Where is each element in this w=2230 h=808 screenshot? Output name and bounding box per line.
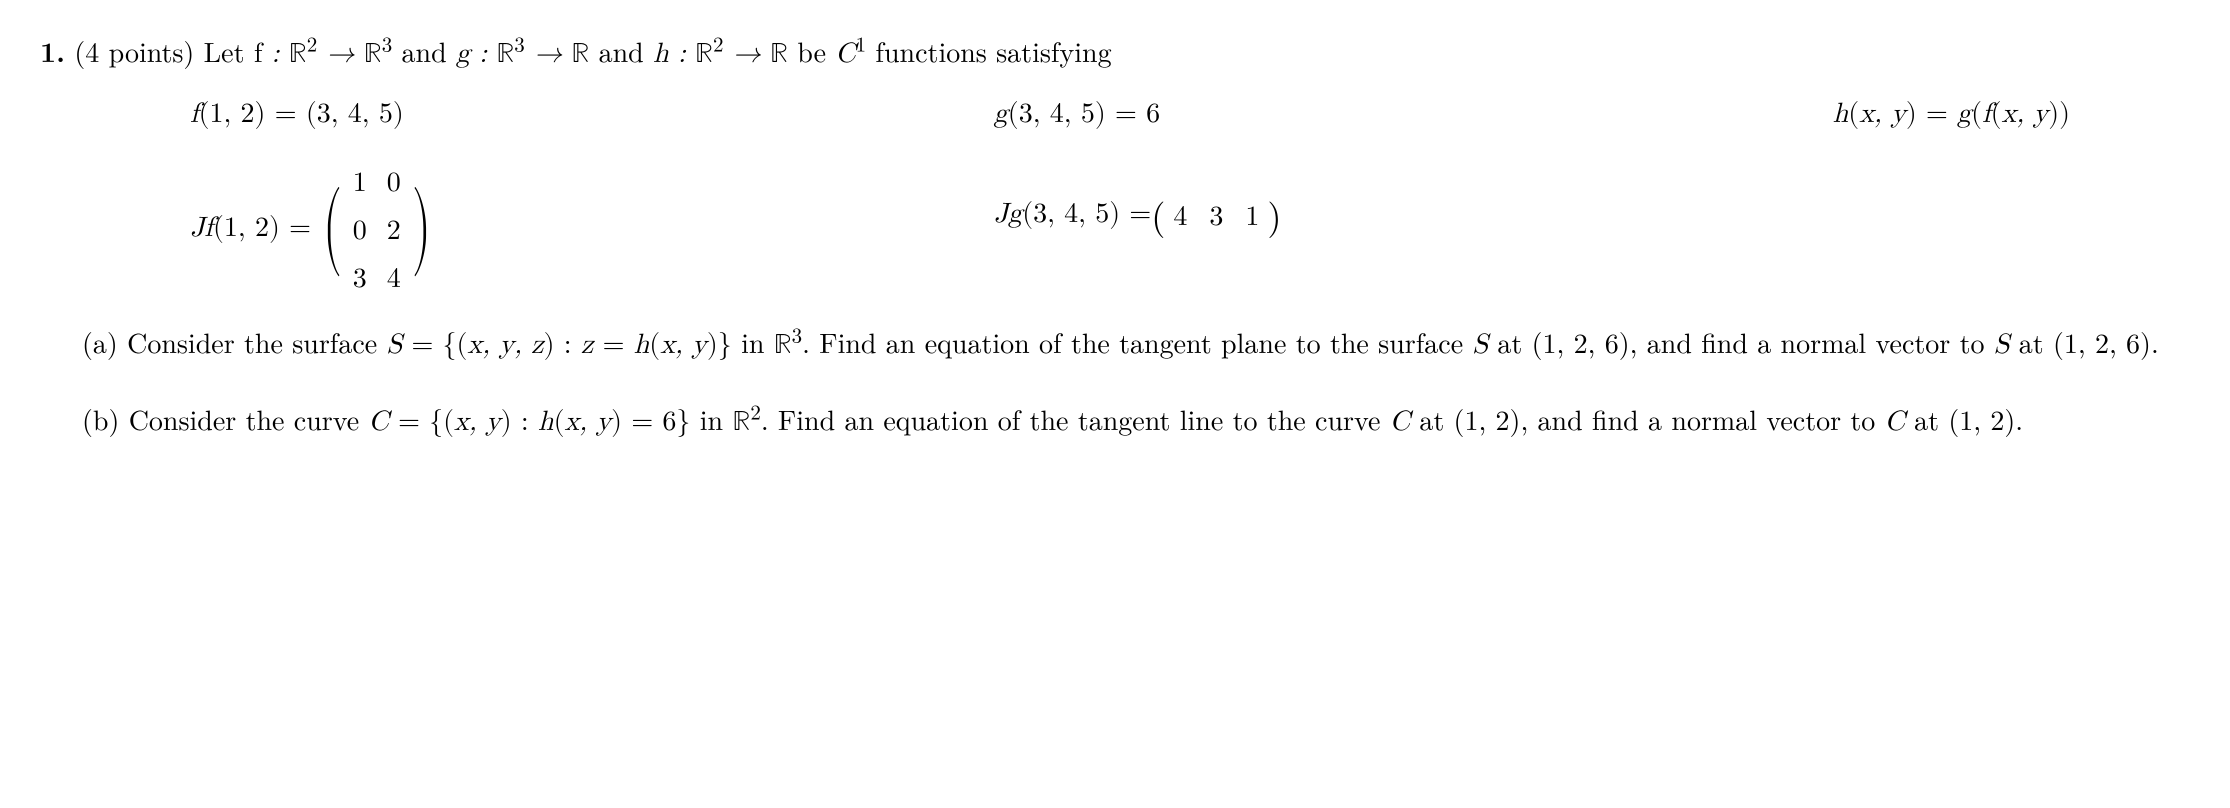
point-b-2: (1, 2)	[1948, 399, 2015, 439]
g-value-equation: g(3, 4, 5) = 6	[994, 95, 1160, 133]
equation-column-2: g(3, 4, 5) = 6 Jg(3, 4, 5) = ( 4 3 1 )	[994, 95, 1282, 242]
jf-matrix: ( 1 0 0 2 3 4	[315, 159, 439, 297]
part-b-label: (b)	[82, 399, 129, 439]
matrix-cell: 1	[352, 159, 368, 201]
equations-block: f(1, 2) = (3, 4, 5) Jf(1, 2) = ( 1 0 0 2	[40, 95, 2190, 297]
h-def-equation: h(x, y) = g(f(x, y))	[1833, 95, 2070, 133]
matrix-cell: 3	[352, 255, 368, 297]
matrix-paren-right: )	[412, 190, 431, 266]
point-b-1: (1, 2)	[1454, 399, 1521, 439]
point-a-1: (1, 2, 6)	[1532, 322, 1630, 362]
row-cell: 3	[1209, 193, 1223, 235]
part-a-text-2: in	[732, 322, 774, 362]
matrix-row-3: 3 4	[352, 255, 402, 297]
equation-column-1: f(1, 2) = (3, 4, 5) Jf(1, 2) = ( 1 0 0 2	[190, 95, 443, 297]
part-b-text-2: in	[690, 399, 732, 439]
equation-column-3: h(x, y) = g(f(x, y))	[1833, 95, 2070, 133]
row-cell: 4	[1173, 193, 1187, 235]
g-map: g : ℝ3 → ℝ	[456, 40, 589, 68]
matrix-content: 1 0 0 2 3 4	[352, 159, 402, 297]
problem-intro: 1. (4 points) Let f : ℝ2 → ℝ3 and g : ℝ3…	[40, 30, 2190, 75]
matrix-row-2: 0 2	[352, 207, 402, 249]
intro-text-5: functions satisfying	[866, 31, 1112, 71]
C-ref-2: C	[1885, 408, 1905, 436]
intro-text-3: and	[589, 31, 653, 71]
part-b-text-3: . Find an equation of the tangent line t…	[761, 399, 1390, 439]
jf-equation: Jf(1, 2) = ( 1 0 0 2 3	[190, 159, 443, 297]
r3: ℝ3	[774, 331, 802, 359]
f-value-equation: f(1, 2) = (3, 4, 5)	[190, 95, 404, 133]
part-a: (a) Consider the surface S = {(x, y, z) …	[40, 321, 2190, 366]
intro-text-1: Let	[204, 31, 254, 71]
matrix-cell: 2	[386, 207, 402, 249]
f-val-lhs: f(1, 2) = (3, 4, 5)	[190, 93, 404, 135]
row-cell: 1	[1245, 193, 1259, 235]
points-label: (4 points)	[74, 31, 194, 71]
jg-equation: Jg(3, 4, 5) = ( 4 3 1 )	[994, 187, 1282, 242]
matrix-row-1: 1 0	[352, 159, 402, 201]
point-a-2: (1, 2, 6)	[2053, 322, 2151, 362]
surface-S: S = {(x, y, z) : z = h(x, y)}	[387, 331, 732, 359]
part-a-text-1: Consider the surface	[127, 322, 386, 362]
g-val: g(3, 4, 5) = 6	[994, 93, 1160, 135]
f-map: f : ℝ2 → ℝ3	[254, 40, 392, 68]
r2: ℝ2	[732, 408, 760, 436]
curve-C: C = {(x, y) : h(x, y) = 6}	[369, 408, 691, 436]
C-ref-1: C	[1390, 408, 1410, 436]
part-a-text-5: , and find a normal vector to	[1630, 322, 1994, 362]
jf-lhs: Jf(1, 2) =	[190, 207, 311, 249]
h-map: h : ℝ2 → ℝ	[653, 40, 788, 68]
matrix-paren-left: (	[323, 190, 342, 266]
h-def: h(x, y) = g(f(x, y))	[1833, 93, 2070, 135]
part-a-text-7: .	[2151, 322, 2159, 362]
part-a-text-3: . Find an equation of the tangent plane …	[802, 322, 1472, 362]
intro-text-4: be	[788, 31, 835, 71]
part-b-text-6: at	[1905, 399, 1949, 439]
matrix-cell: 0	[352, 207, 368, 249]
part-b-text-1: Consider the curve	[129, 399, 369, 439]
problem-number: 1.	[40, 31, 65, 71]
jg-row-matrix: ( 4 3 1 )	[1151, 187, 1281, 242]
part-a-label: (a)	[82, 322, 127, 362]
row-paren-right: )	[1267, 187, 1281, 242]
matrix-cell: 0	[386, 159, 402, 201]
S-ref-1: S	[1473, 331, 1489, 359]
part-b: (b) Consider the curve C = {(x, y) : h(x…	[40, 398, 2190, 443]
intro-text-2: and	[392, 31, 456, 71]
matrix-cell: 4	[386, 255, 402, 297]
jg-lhs: Jg(3, 4, 5) =	[994, 193, 1151, 235]
row-matrix-content: 4 3 1	[1173, 193, 1259, 235]
S-ref-2: S	[1994, 331, 2010, 359]
part-b-text-7: .	[2015, 399, 2023, 439]
part-a-text-6: at	[2009, 322, 2053, 362]
part-b-text-5: , and find a normal vector to	[1520, 399, 1884, 439]
part-a-text-4: at	[1488, 322, 1532, 362]
row-paren-left: (	[1151, 187, 1165, 242]
c1-class: C1	[835, 40, 866, 68]
part-b-text-4: at	[1410, 399, 1454, 439]
problem-container: 1. (4 points) Let f : ℝ2 → ℝ3 and g : ℝ3…	[40, 30, 2190, 443]
